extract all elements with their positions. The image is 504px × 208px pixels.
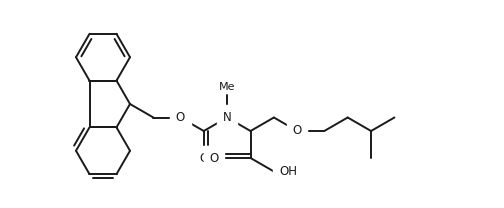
Text: O: O xyxy=(209,151,219,165)
Text: O: O xyxy=(199,151,208,165)
Text: N: N xyxy=(223,111,231,124)
Text: O: O xyxy=(176,111,185,124)
Text: Me: Me xyxy=(219,82,235,92)
Text: O: O xyxy=(293,125,302,137)
Text: OH: OH xyxy=(279,165,297,178)
